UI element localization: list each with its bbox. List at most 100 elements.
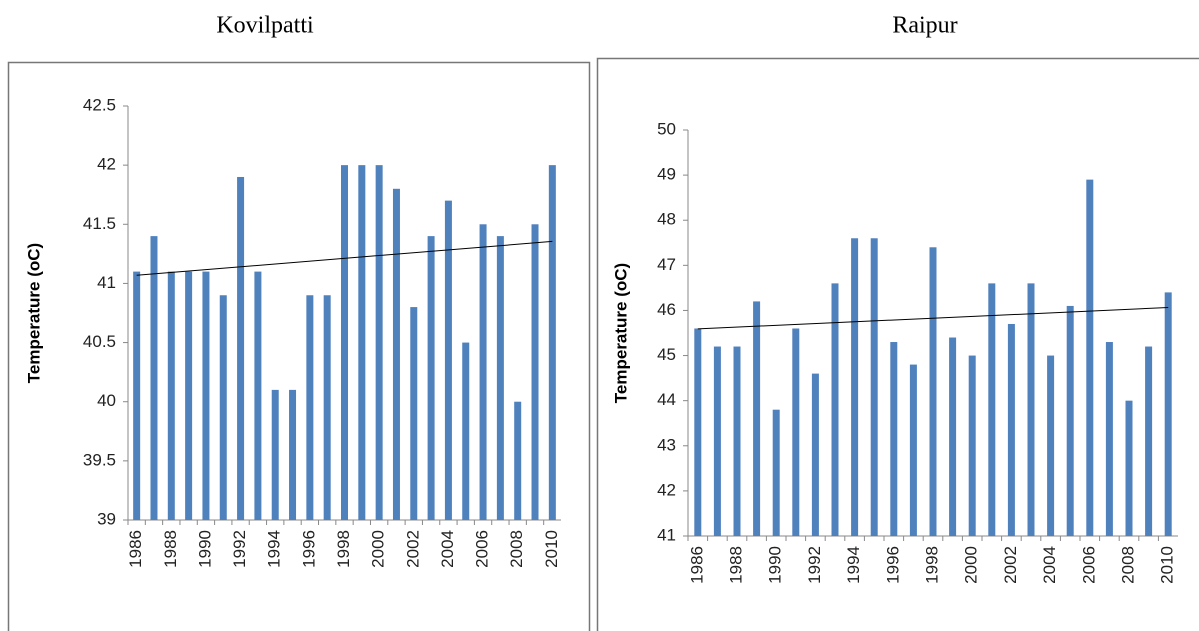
- y-tick-label: 41.5: [83, 214, 116, 233]
- x-tick-label: 2008: [507, 530, 526, 568]
- x-tick-label: 1986: [687, 546, 706, 584]
- x-tick-label: 1986: [126, 530, 145, 568]
- bar: [1066, 305, 1074, 536]
- bar: [811, 373, 819, 536]
- y-tick-label: 48: [657, 210, 676, 229]
- y-tick-label: 43: [657, 435, 676, 454]
- bar: [949, 337, 957, 536]
- x-tick-label: 1994: [844, 546, 863, 584]
- bar: [929, 247, 937, 537]
- bar: [185, 271, 193, 520]
- x-tick-label: 2006: [1079, 546, 1098, 584]
- y-tick-label: 49: [657, 165, 676, 184]
- x-tick-label: 1998: [922, 546, 941, 584]
- bar: [1086, 179, 1094, 536]
- trend-line: [136, 240, 553, 276]
- bar: [988, 283, 996, 536]
- bar: [753, 301, 761, 536]
- bar: [1007, 323, 1015, 536]
- x-tick-label: 1988: [726, 546, 745, 584]
- bar: [410, 307, 418, 520]
- bar: [306, 295, 314, 520]
- x-tick-label: 1998: [334, 530, 353, 568]
- y-axis-label: Temperature (oC): [611, 263, 630, 403]
- bar: [831, 283, 839, 536]
- y-tick-label: 50: [657, 119, 676, 138]
- bar: [1164, 292, 1172, 536]
- bar: [254, 271, 262, 520]
- y-tick-label: 42: [97, 155, 116, 174]
- panel-frame: [596, 57, 1199, 631]
- x-tick-label: 2002: [403, 530, 422, 568]
- x-tick-label: 1990: [195, 530, 214, 568]
- bar: [289, 389, 297, 520]
- bar: [219, 295, 227, 520]
- x-tick-label: 1988: [161, 530, 180, 568]
- bar: [851, 238, 859, 536]
- y-tick-label: 39.5: [83, 450, 116, 469]
- bar: [772, 409, 780, 536]
- y-tick-label: 41: [97, 273, 116, 292]
- bar: [271, 389, 279, 520]
- y-tick-label: 47: [657, 255, 676, 274]
- y-tick-label: 40.5: [83, 332, 116, 351]
- trend-line: [697, 307, 1169, 330]
- bar: [713, 346, 721, 536]
- bar: [531, 224, 539, 521]
- x-tick-label: 2000: [962, 546, 981, 584]
- x-tick-label: 1996: [299, 530, 318, 568]
- bar: [1105, 342, 1113, 536]
- bar: [514, 401, 522, 520]
- y-tick-label: 46: [657, 300, 676, 319]
- bar: [870, 238, 878, 536]
- panel-frame: [7, 61, 591, 631]
- bar: [133, 271, 141, 520]
- x-tick-label: 2004: [438, 530, 457, 568]
- x-tick-label: 2008: [1118, 546, 1137, 584]
- bar: [1125, 400, 1133, 536]
- bar: [358, 165, 366, 520]
- x-tick-label: 1996: [883, 546, 902, 584]
- chart-title: Raipur: [892, 13, 957, 39]
- x-tick-label: 1994: [265, 530, 284, 568]
- y-tick-label: 41: [657, 525, 676, 544]
- bar: [548, 165, 556, 520]
- y-tick-label: 45: [657, 345, 676, 364]
- bar: [1145, 346, 1153, 536]
- bar: [444, 200, 452, 520]
- bar: [167, 271, 175, 520]
- x-tick-label: 2002: [1001, 546, 1020, 584]
- y-tick-label: 42.5: [83, 95, 116, 114]
- y-tick-label: 44: [657, 390, 676, 409]
- x-tick-label: 2010: [542, 530, 561, 568]
- chart-title: Kovilpatti: [216, 13, 314, 39]
- x-tick-label: 2006: [473, 530, 492, 568]
- bar: [392, 188, 400, 521]
- bar: [496, 236, 504, 520]
- y-tick-label: 42: [657, 480, 676, 499]
- bar: [375, 165, 383, 520]
- bar: [479, 224, 487, 521]
- bar: [909, 364, 917, 536]
- x-tick-label: 2010: [1158, 546, 1177, 584]
- x-tick-label: 1992: [805, 546, 824, 584]
- bar: [733, 346, 741, 536]
- bar: [1047, 355, 1055, 536]
- bar: [792, 328, 800, 536]
- y-tick-label: 40: [97, 391, 116, 410]
- bar: [323, 295, 331, 520]
- bar: [150, 236, 158, 520]
- bar: [462, 342, 470, 520]
- x-tick-label: 2000: [369, 530, 388, 568]
- y-tick-label: 39: [97, 509, 116, 528]
- bar: [1027, 283, 1035, 536]
- bar: [694, 328, 702, 536]
- x-tick-label: 1992: [230, 530, 249, 568]
- bar: [890, 342, 898, 536]
- bar: [427, 236, 435, 520]
- x-tick-label: 1990: [766, 546, 785, 584]
- bar: [202, 271, 210, 520]
- x-tick-label: 2004: [1040, 546, 1059, 584]
- bar: [341, 165, 348, 520]
